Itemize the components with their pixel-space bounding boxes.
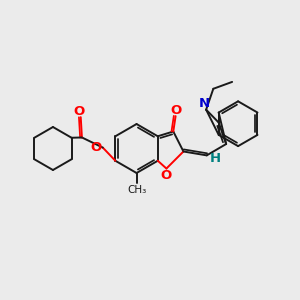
Text: N: N — [199, 97, 210, 110]
Text: O: O — [160, 169, 172, 182]
Text: CH₃: CH₃ — [127, 185, 146, 195]
Text: H: H — [209, 152, 221, 166]
Text: O: O — [74, 105, 85, 118]
Text: O: O — [171, 104, 182, 117]
Text: O: O — [90, 141, 101, 154]
